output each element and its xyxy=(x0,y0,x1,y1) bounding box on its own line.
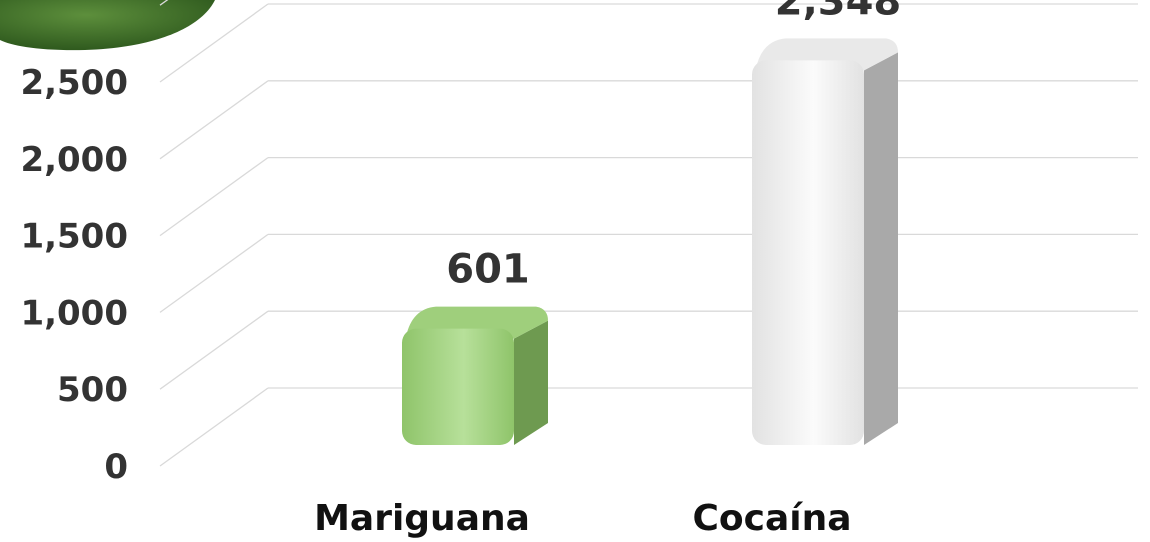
bar-side xyxy=(864,52,898,445)
y-tick-label: 1,500 xyxy=(20,217,128,257)
bar-front xyxy=(752,60,864,445)
bar-front xyxy=(402,328,514,445)
data-labels: 601 2,348 xyxy=(446,0,901,293)
gridline-diagonal xyxy=(159,233,269,313)
bars xyxy=(402,38,898,445)
bar-side xyxy=(514,320,548,445)
gridline-diagonal xyxy=(159,157,269,237)
data-label: 601 xyxy=(446,247,530,293)
y-tick-label: 2,000 xyxy=(20,140,128,180)
corner-decoration xyxy=(0,0,215,51)
gridlines xyxy=(159,0,1138,467)
gridline-diagonal xyxy=(159,387,269,467)
category-label: Cocaína xyxy=(692,498,851,538)
gridline-diagonal xyxy=(159,80,269,160)
gridline-diagonal xyxy=(159,3,269,83)
y-tick-label: 0 xyxy=(104,447,128,487)
bar-1 xyxy=(752,38,898,445)
bar-0 xyxy=(402,306,548,445)
y-tick-label: 2,500 xyxy=(20,63,128,103)
y-tick-label: 500 xyxy=(57,370,128,410)
category-label: Mariguana xyxy=(314,498,530,538)
gridline-diagonal xyxy=(159,310,269,390)
y-axis-ticks: 0 500 1,000 1,500 2,000 2,500 xyxy=(20,63,128,487)
data-label: 2,348 xyxy=(775,0,902,24)
x-axis-categories: Mariguana Cocaína xyxy=(314,498,851,539)
y-tick-label: 1,000 xyxy=(20,293,128,333)
